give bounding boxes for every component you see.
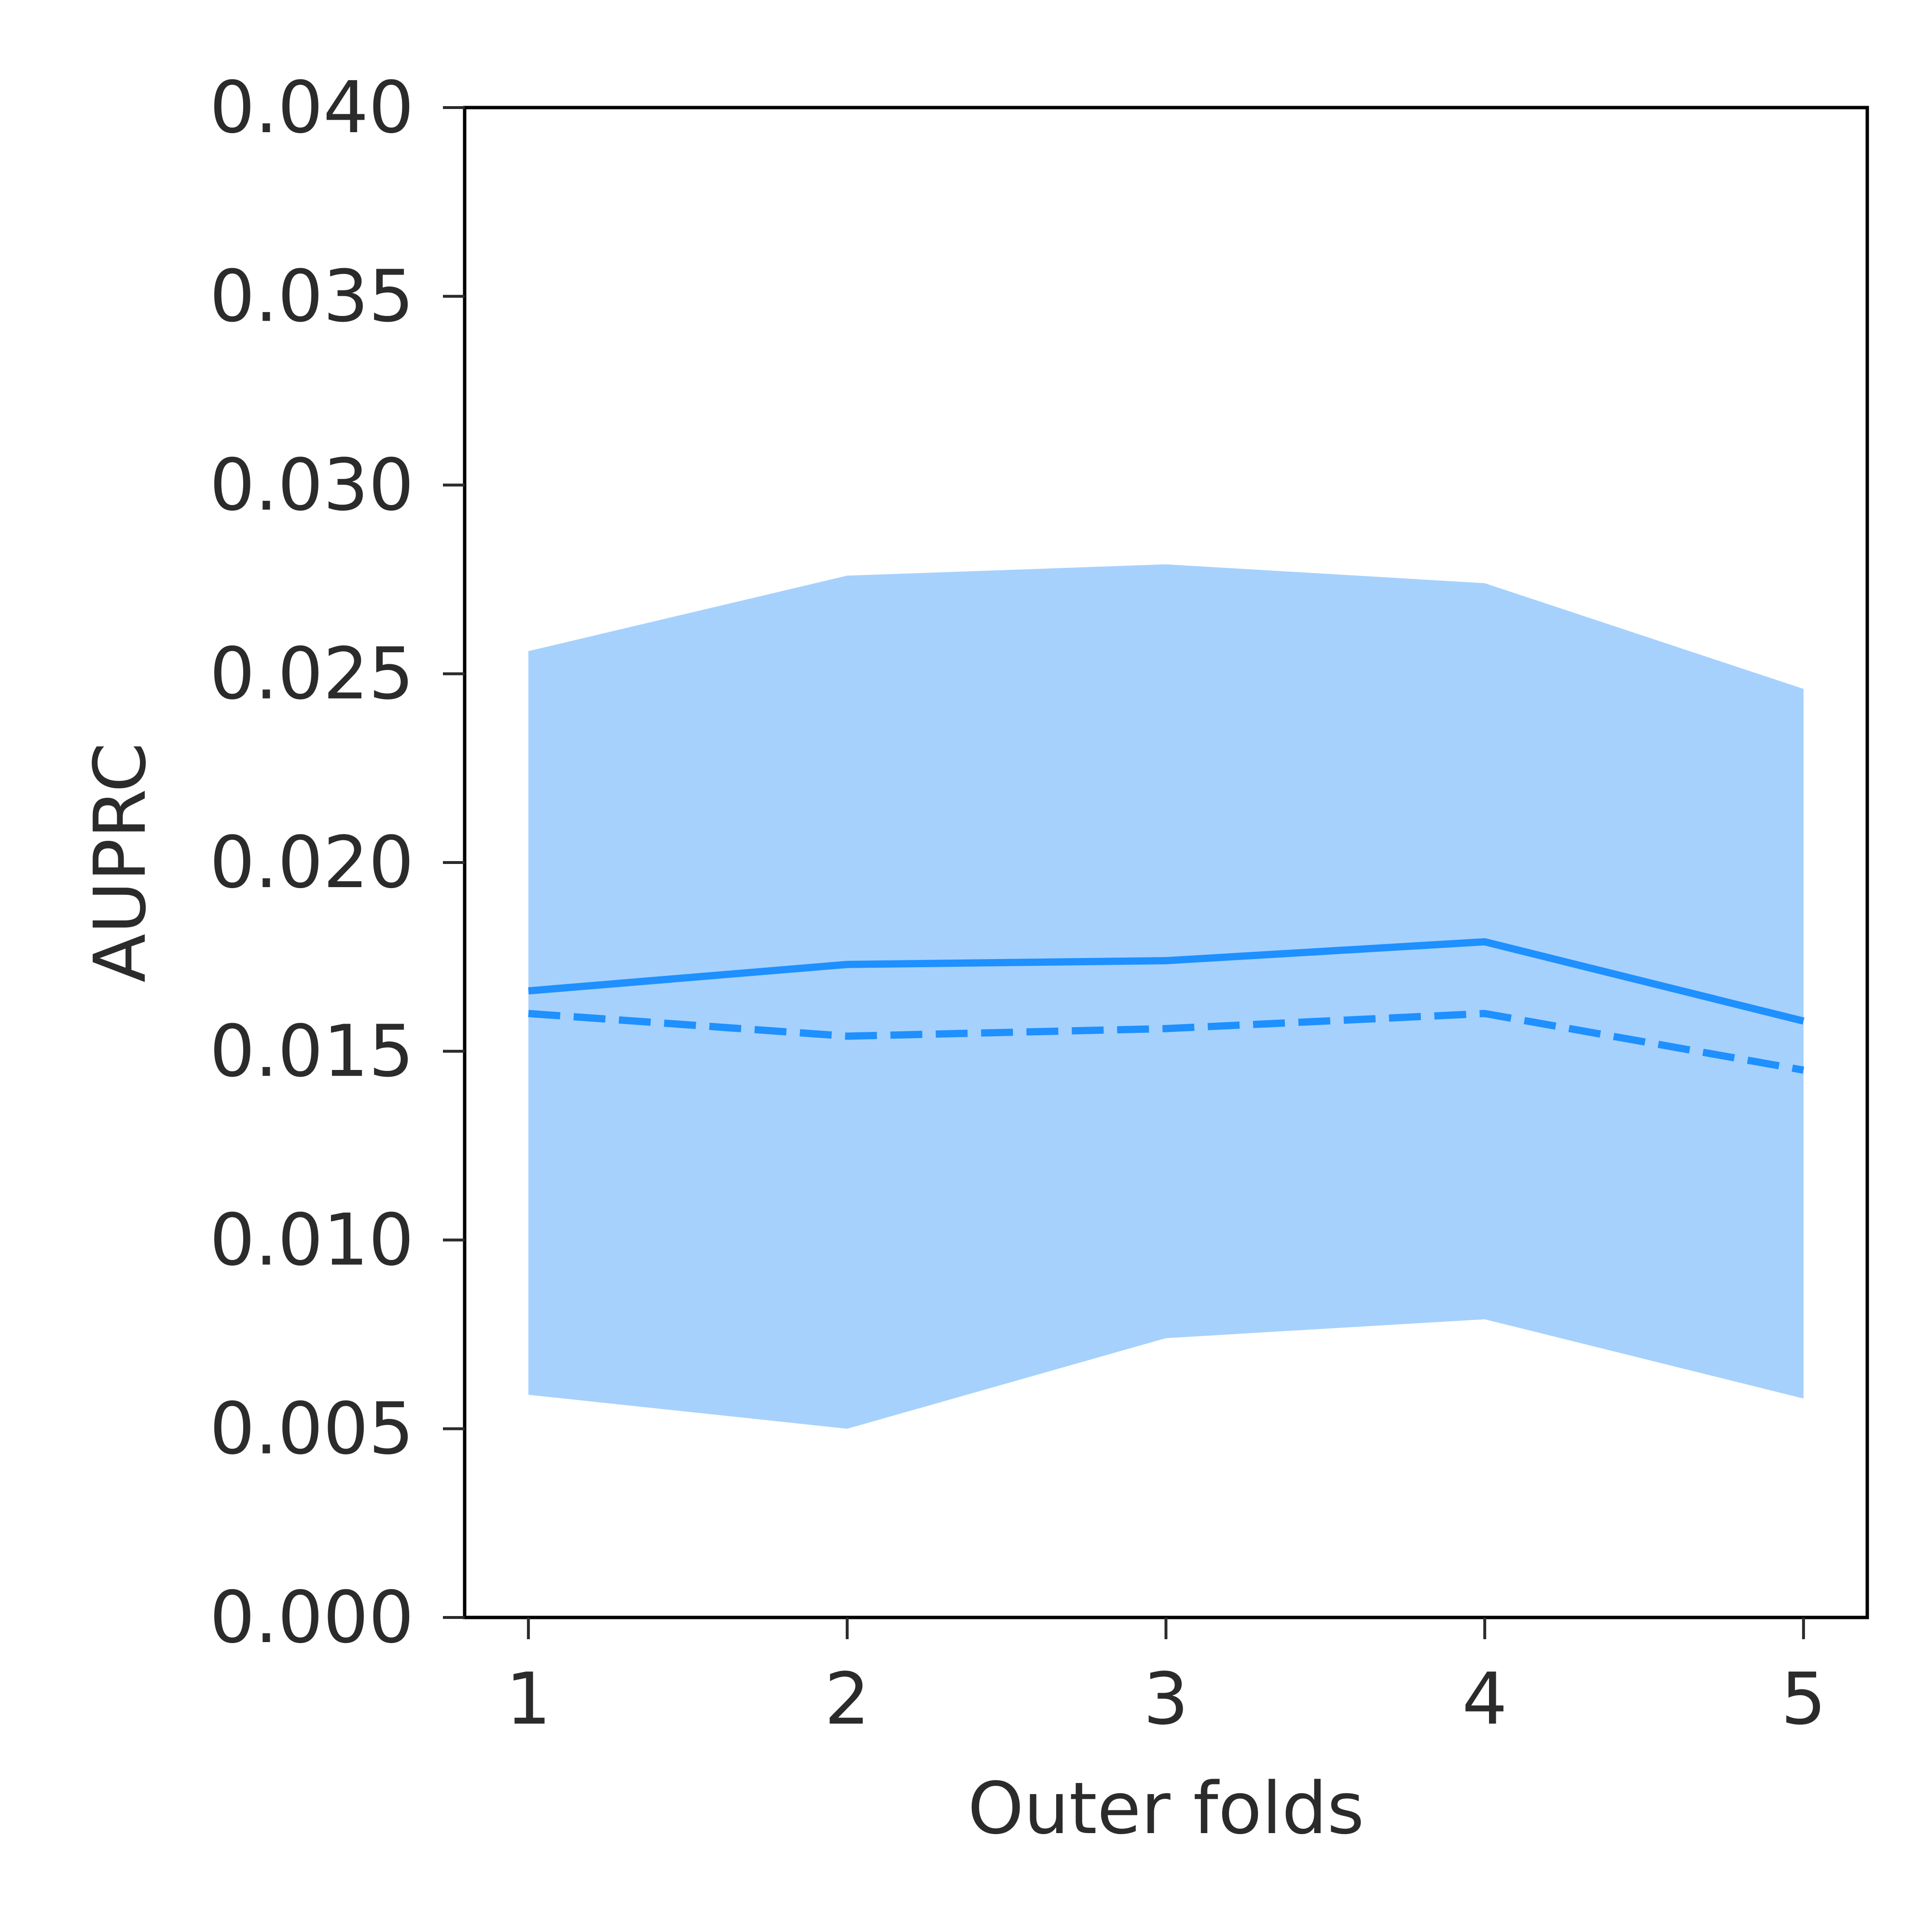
confidence-band — [528, 564, 1804, 1429]
band-layer — [528, 564, 1804, 1429]
y-axis: 0.000 0.005 0.010 0.015 0.020 0.025 0.030 0.035… — [209, 66, 465, 1659]
y-tick-label: 0.040 — [209, 66, 414, 149]
y-tick-label: 0.030 — [209, 444, 414, 527]
series-line-dashed — [528, 1010, 1805, 1074]
x-tick-label: 1 — [506, 1658, 551, 1740]
y-tick-label: 0.020 — [209, 821, 414, 904]
x-axis-title: Outer folds — [967, 1767, 1364, 1850]
series-line-solid — [528, 938, 1805, 1025]
y-tick-label: 0.015 — [209, 1010, 414, 1093]
y-tick-label: 0.025 — [209, 632, 414, 715]
x-axis: 1 2 3 4 5 — [506, 1617, 1826, 1740]
x-tick-label: 3 — [1143, 1658, 1188, 1740]
x-tick-label: 4 — [1462, 1658, 1507, 1740]
y-tick-label: 0.035 — [209, 255, 414, 338]
y-tick-label: 0.000 — [209, 1576, 414, 1659]
y-tick-label: 0.005 — [209, 1387, 414, 1470]
y-axis-title: AUPRC — [79, 742, 162, 983]
y-tick-label: 0.010 — [209, 1199, 414, 1282]
x-tick-label: 5 — [1781, 1658, 1826, 1740]
series-layer — [528, 938, 1805, 1074]
x-tick-label: 2 — [825, 1658, 870, 1740]
